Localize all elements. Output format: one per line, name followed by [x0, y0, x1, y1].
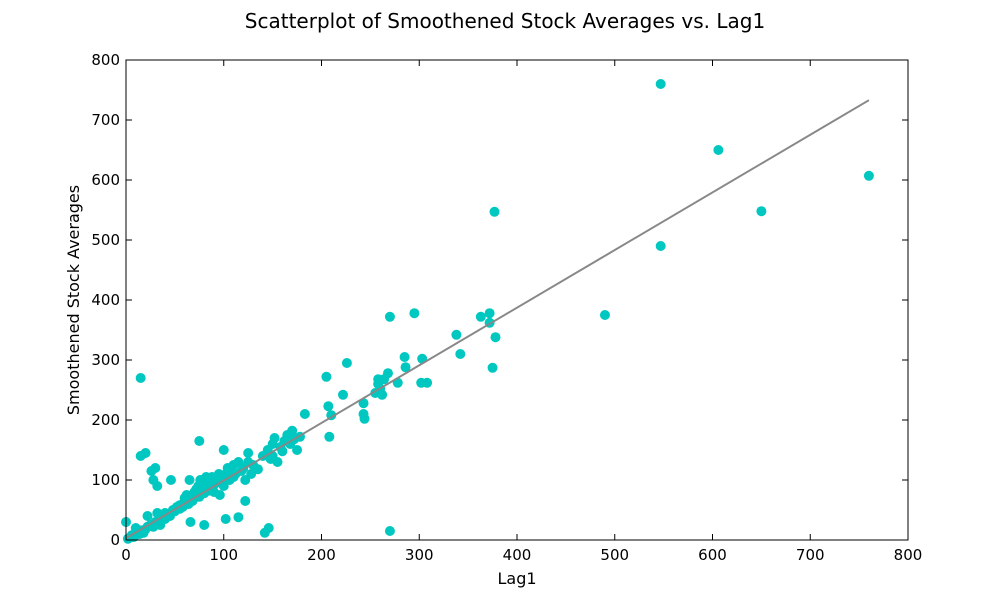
y-tick-label: 500	[91, 231, 120, 249]
data-point	[299, 409, 310, 419]
chart-title: Scatterplot of Smoothened Stock Averages…	[245, 9, 765, 33]
data-point	[475, 311, 486, 322]
data-point	[409, 308, 420, 319]
data-point	[269, 433, 280, 443]
data-point	[422, 377, 433, 388]
y-tick-label: 400	[91, 291, 120, 309]
y-tick-label: 600	[91, 171, 120, 189]
data-point	[140, 448, 151, 458]
y-axis-label: Smoothened Stock Averages	[64, 185, 83, 415]
y-tick-label: 300	[91, 351, 120, 369]
data-point	[292, 445, 303, 455]
data-point	[243, 448, 254, 458]
data-point	[152, 481, 163, 491]
y-tick-label: 700	[91, 111, 120, 129]
data-point	[199, 520, 210, 530]
data-point	[214, 490, 225, 500]
data-point	[487, 362, 498, 373]
y-tick-label: 100	[91, 471, 120, 489]
data-point	[252, 464, 263, 475]
data-point	[165, 475, 176, 485]
data-point	[220, 514, 231, 524]
y-tick-label: 800	[91, 51, 120, 69]
data-point	[277, 446, 288, 457]
data-point	[150, 463, 161, 473]
x-axis-label: Lag1	[497, 569, 536, 588]
data-point	[713, 145, 724, 155]
data-point	[384, 526, 395, 536]
data-point	[135, 373, 146, 383]
y-tick-label: 200	[91, 411, 120, 429]
data-point	[399, 352, 410, 362]
data-point	[455, 349, 466, 359]
data-point	[287, 425, 298, 436]
data-point	[233, 512, 244, 523]
data-point	[599, 310, 610, 320]
x-tick-label: 700	[796, 546, 825, 564]
data-point	[655, 241, 666, 251]
x-tick-label: 300	[405, 546, 434, 564]
data-point	[863, 170, 874, 181]
data-point	[377, 389, 388, 400]
data-point	[142, 511, 153, 521]
data-point	[240, 496, 251, 506]
data-point	[655, 79, 666, 89]
data-point	[490, 332, 501, 343]
data-point	[384, 311, 395, 322]
data-point	[359, 413, 370, 424]
fit-line	[125, 99, 870, 540]
data-point	[324, 431, 335, 442]
x-tick-label: 600	[698, 546, 727, 564]
data-point	[194, 436, 205, 446]
x-tick-label: 500	[600, 546, 629, 564]
x-tick-label: 0	[121, 546, 131, 564]
data-point	[263, 523, 274, 533]
data-point	[323, 401, 334, 412]
x-tick-label: 400	[503, 546, 532, 564]
data-point	[321, 371, 332, 382]
data-point	[489, 206, 500, 217]
data-point	[382, 368, 393, 379]
data-point	[185, 517, 196, 527]
data-point	[341, 358, 352, 368]
data-point	[338, 389, 349, 400]
data-point	[451, 329, 462, 340]
plot-area: 0 100 200 300 400 500 600 700 800 0 100 200 300 400 50…	[91, 51, 922, 564]
y-tick-label: 0	[110, 531, 120, 549]
x-tick-label: 200	[307, 546, 336, 564]
data-point	[184, 475, 195, 485]
data-point	[218, 445, 229, 455]
data-point	[400, 362, 411, 373]
data-point	[756, 206, 767, 217]
data-point	[272, 457, 283, 467]
x-tick-label: 100	[209, 546, 238, 564]
data-point	[484, 308, 495, 319]
x-tick-label: 800	[894, 546, 923, 564]
